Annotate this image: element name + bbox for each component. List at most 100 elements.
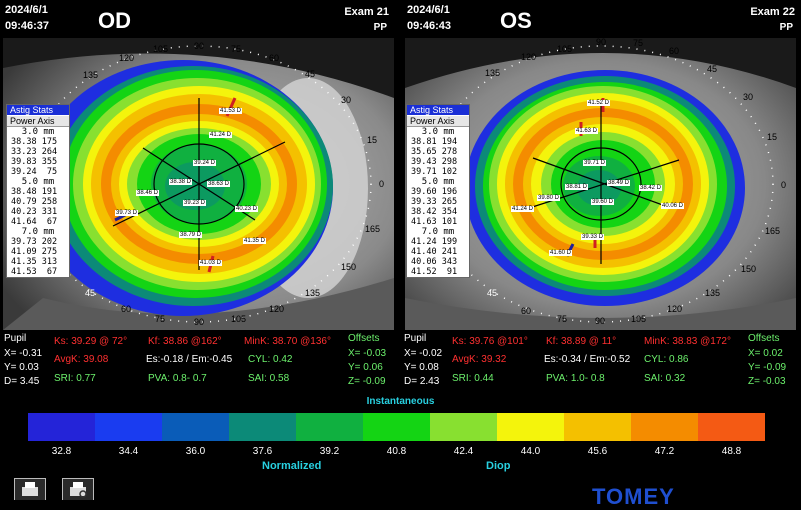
print-preview-button[interactable]: [62, 478, 94, 500]
os-zone-label: 7.0 mm: [421, 227, 455, 237]
color-scale-tick: 45.6: [587, 446, 608, 457]
os-stat-row: 39.71 102: [411, 167, 458, 177]
od-angle: 105: [231, 314, 247, 324]
od-pp: PP: [373, 22, 387, 33]
color-scale-tick: 48.8: [721, 446, 742, 457]
od-stat-row: 40.23 331: [11, 207, 58, 217]
od-info: Pupil X= -0.31 Y= 0.03 D= 3.45 Ks: 39.29…: [0, 332, 400, 392]
od-reading: 41.53 D: [219, 108, 243, 114]
od-pva: PVA: 0.8- 0.7: [148, 373, 207, 384]
os-sai: SAI: 0.32: [644, 373, 686, 384]
color-scale-swatch: [564, 413, 631, 441]
os-stat-row: 39.43 298: [411, 157, 458, 167]
od-kf: Kf: 38.86 @162°: [148, 336, 222, 347]
od-angle: 135: [305, 288, 321, 298]
od-reading: 38.79 D: [179, 232, 203, 238]
od-angle: 60: [121, 304, 132, 314]
color-scale-swatch: [698, 413, 765, 441]
tomey-logo: TOMEY: [592, 484, 675, 509]
os-pp: PP: [779, 22, 793, 33]
os-stat-row: 35.65 278: [411, 147, 458, 157]
od-zone-label: 7.0 mm: [21, 227, 55, 237]
color-scale-swatch: [363, 413, 430, 441]
os-time: 09:46:43: [407, 20, 452, 32]
od-reading: 40.23 D: [235, 206, 259, 212]
os-angle: 60: [669, 46, 680, 56]
os-panel: 2024/6/1 09:46:43 OS Exam 22 PP: [402, 0, 801, 330]
os-angle: 105: [631, 314, 647, 324]
os-reading: 38.81 D: [565, 184, 589, 190]
od-angle: 0: [379, 179, 385, 189]
od-ks: Ks: 39.29 @ 72°: [54, 336, 128, 347]
os-angle: 30: [743, 92, 754, 102]
od-astig-stats: Astig Stats Power Axis 3.0 mm 38.38 175 …: [6, 104, 70, 278]
os-stat-row: 41.63 101: [411, 217, 458, 227]
legend-title: Instantaneous: [366, 396, 435, 407]
od-stat-row: 41.64 67: [11, 217, 58, 227]
od-reading: 41.24 D: [209, 132, 233, 138]
od-reading: 38.63 D: [207, 181, 231, 187]
normalized-label[interactable]: Normalized: [262, 460, 322, 472]
os-reading: 41.60 D: [549, 250, 573, 256]
os-angle: 120: [521, 52, 537, 62]
os-offset-y: Y= -0.09: [748, 362, 787, 373]
os-astig-stats-tab[interactable]: Astig Stats: [407, 105, 469, 116]
os-angle: 105: [557, 44, 573, 54]
os-header: 2024/6/1 09:46:43 OS Exam 22 PP: [402, 0, 801, 38]
os-angle: 135: [485, 68, 501, 78]
od-eye-label: OD: [98, 8, 131, 33]
os-pupil-label: Pupil: [404, 333, 427, 344]
os-zone-label: 5.0 mm: [421, 177, 455, 187]
od-angle: 150: [341, 262, 357, 272]
os-pupil-d: D= 2.43: [404, 376, 440, 387]
os-power-axis-tab[interactable]: Power Axis: [407, 116, 469, 127]
os-reading: 39.71 D: [583, 160, 607, 166]
os-offsets-label: Offsets: [748, 333, 780, 344]
os-reading: 39.33 D: [581, 234, 605, 240]
od-avgk: AvgK: 39.08: [54, 354, 109, 365]
os-exam: Exam 22: [750, 6, 795, 18]
od-stat-row: 33.23 264: [11, 147, 58, 157]
os-pva: PVA: 1.0- 0.8: [546, 373, 605, 384]
color-scale-tick: 47.2: [654, 446, 675, 457]
color-scale-swatch: [229, 413, 296, 441]
od-angle: 45: [85, 288, 96, 298]
os-reading: 41.52 D: [587, 100, 611, 106]
od-stat-row: 38.48 191: [11, 187, 58, 197]
color-scale-swatch: [296, 413, 363, 441]
color-scale-ticks: 32.8 34.4 36.0 37.6 39.2 40.8 42.4 44.0 45.6 47.2…: [28, 446, 765, 458]
od-exam: Exam 21: [344, 6, 389, 18]
color-scale-swatch: [95, 413, 162, 441]
od-angle: 135: [83, 70, 99, 80]
od-angle: 120: [119, 53, 135, 63]
od-astig-stats-tab[interactable]: Astig Stats: [7, 105, 69, 116]
od-stat-row: 39.24 75: [11, 167, 58, 177]
os-reading: 38.49 D: [607, 180, 631, 186]
od-sri: SRI: 0.77: [54, 373, 96, 384]
od-stat-row: 39.73 202: [11, 237, 58, 247]
diop-label[interactable]: Diop: [486, 460, 511, 472]
os-angle: 120: [667, 304, 683, 314]
printer-icon: [22, 482, 38, 496]
os-topography-map[interactable]: 41.52 D 41.63 D 39.71 D 38.81 D 38.49 D …: [405, 38, 796, 330]
os-angle: 15: [767, 132, 778, 142]
od-mink: MinK: 38.70 @136°: [244, 336, 331, 347]
color-scale-tick: 44.0: [520, 446, 541, 457]
print-button[interactable]: [14, 478, 46, 500]
od-panel: 2024/6/1 09:46:37 OD Exam 21 PP: [0, 0, 395, 330]
od-offset-x: X= -0.03: [348, 348, 387, 359]
od-angle: 75: [231, 44, 242, 54]
od-reading: 39.73 D: [115, 210, 139, 216]
od-zone-label: 5.0 mm: [21, 177, 55, 187]
od-power-axis-tab[interactable]: Power Axis: [7, 116, 69, 127]
od-reading: 38.46 D: [136, 190, 160, 196]
od-zone-label: 3.0 mm: [21, 127, 55, 137]
os-angle: 75: [557, 314, 568, 324]
color-scale-tick: 36.0: [185, 446, 206, 457]
od-es-em: Es:-0.18 / Em:-0.45: [146, 354, 233, 365]
os-mink: MinK: 38.83 @172°: [644, 336, 731, 347]
od-reading: 39.24 D: [193, 160, 217, 166]
od-topography-map[interactable]: 41.53 D 41.24 D 39.24 D 38.38 D 38.63 D …: [3, 38, 394, 330]
color-scale-tick: 39.2: [319, 446, 340, 457]
os-angle: 45: [707, 64, 718, 74]
